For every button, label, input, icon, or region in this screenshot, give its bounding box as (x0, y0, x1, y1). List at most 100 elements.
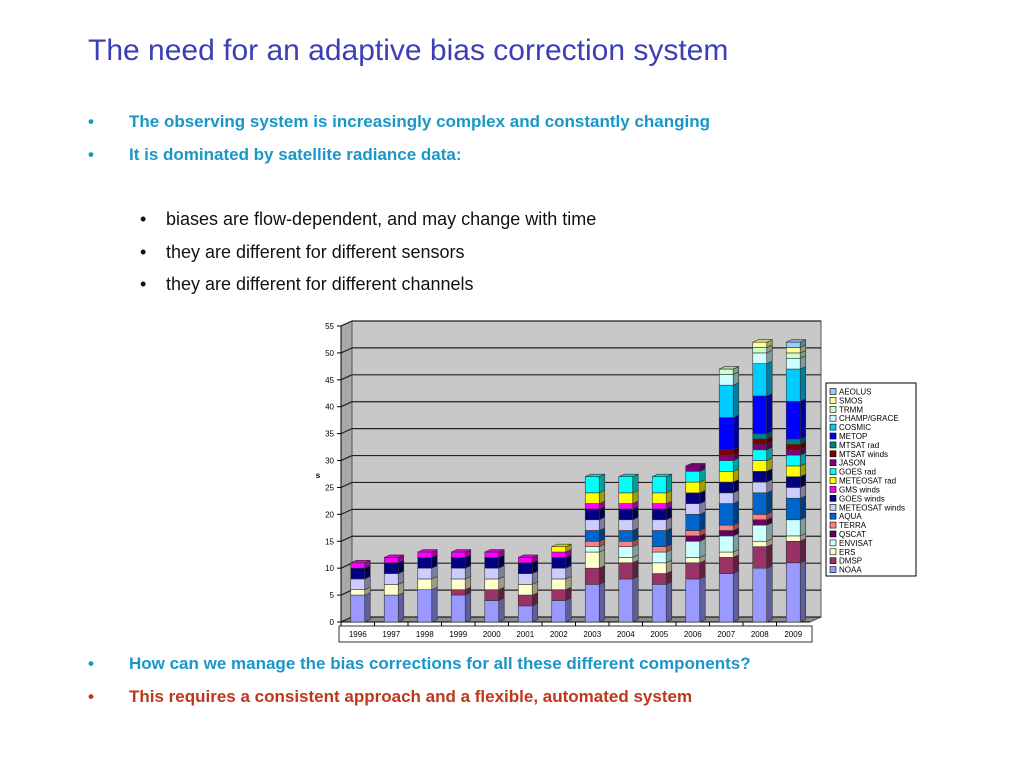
bar-segment (551, 578, 567, 591)
bar-segment (752, 540, 768, 547)
bar-segment (484, 557, 500, 569)
bar-segment (752, 460, 768, 472)
bar-segment-side (799, 495, 807, 521)
x-tick-label: 2003 (583, 630, 601, 639)
bar-segment (651, 573, 667, 585)
bar-segment (718, 471, 734, 483)
legend-swatch (829, 459, 837, 467)
bar-segment (517, 584, 533, 596)
bar-top (484, 549, 505, 553)
bar-segment (618, 492, 634, 504)
bar-segment-side (632, 575, 639, 623)
bar-segment (417, 551, 433, 558)
y-axis-label: s (316, 471, 321, 480)
legend-entry: TRMM (839, 405, 863, 414)
bar-segment (584, 540, 600, 547)
bar-segment (450, 567, 466, 580)
legend-entry: CHAMP/GRACE (839, 414, 899, 423)
bar-segment (785, 535, 801, 542)
bar-segment-side (464, 592, 472, 623)
bar-segment (785, 465, 801, 477)
gridline-depth (340, 535, 353, 542)
bar-segment (685, 540, 701, 558)
bar-segment (584, 546, 600, 553)
bar-segment-side (799, 366, 807, 402)
y-tick-label: 35 (325, 430, 334, 439)
bar-segment (785, 519, 801, 537)
y-tick-label: 0 (330, 618, 335, 627)
legend-entry: DMSP (839, 557, 862, 566)
bar-segment (383, 584, 399, 596)
bar-segment-side (766, 360, 773, 397)
bar-segment (517, 562, 533, 574)
bar-segment-side (598, 581, 606, 623)
bar-segment (718, 454, 734, 461)
bar-segment (651, 551, 667, 564)
legend-entry: NOAA (839, 566, 862, 575)
legend-swatch (829, 423, 837, 431)
bar-segment (685, 492, 701, 504)
bar-segment (584, 519, 600, 531)
bar-segment (618, 557, 634, 564)
y-tick-label: 15 (325, 537, 334, 546)
bar-segment (618, 508, 634, 521)
legend-entry: AEOLUS (839, 388, 871, 397)
legend-swatch (829, 539, 837, 547)
legend-entry: SMOS (839, 396, 863, 405)
bullet-glyph: • (88, 687, 94, 706)
bar-segment-side (699, 538, 706, 558)
bar-segment (618, 530, 634, 542)
bar-segment (350, 567, 366, 580)
bar-segment-side (766, 489, 773, 515)
bar-segment (517, 594, 533, 607)
bar-segment (383, 562, 399, 574)
bar-segment (752, 444, 768, 451)
bar-segment (685, 557, 701, 564)
bar-segment-side (665, 581, 673, 623)
bar-segment (718, 524, 734, 531)
bar-segment-side (799, 398, 807, 440)
bar-segment (651, 584, 667, 623)
y-tick-label: 25 (325, 483, 334, 492)
bar-segment (718, 368, 734, 375)
bar-segment (551, 589, 567, 601)
bar-segment (785, 454, 801, 467)
bar-segment (785, 562, 801, 623)
bar-top (451, 549, 471, 553)
bar-segment (752, 433, 768, 440)
bar-segment (651, 546, 667, 553)
x-tick-label: 2001 (516, 630, 534, 639)
bar-segment (484, 589, 500, 601)
bar-segment (785, 444, 801, 451)
x-tick-label: 1996 (349, 630, 367, 639)
y-tick-label: 30 (325, 457, 334, 466)
bar-segment (718, 492, 734, 504)
bar-segment (450, 578, 466, 591)
legend-swatch (829, 441, 837, 449)
gridline-depth (340, 589, 353, 596)
bar-segment (718, 503, 734, 526)
bar-segment-side (431, 586, 438, 623)
bar-segment (752, 514, 768, 521)
bar-top (350, 559, 371, 564)
legend-entry: GMS winds (839, 485, 880, 494)
bullet-glyph: • (140, 209, 147, 229)
legend-swatch (829, 406, 837, 413)
bar-segment (752, 519, 768, 526)
x-axis-label-box (338, 625, 813, 643)
bar-segment (752, 438, 768, 445)
x-tick-label: 2000 (483, 630, 501, 639)
y-tick-label: 45 (325, 376, 334, 385)
bar-segment (383, 573, 399, 585)
plot-side-wall (340, 320, 353, 623)
bar-segment (551, 546, 567, 553)
bar-segment (350, 589, 366, 596)
bar-segment (517, 573, 533, 585)
bar-segment (685, 562, 701, 580)
legend-entry: ERS (839, 548, 855, 557)
x-tick-label: 2005 (650, 630, 668, 639)
bar-segment-side (699, 511, 706, 531)
gridline-depth (340, 320, 353, 327)
legend-entry: METEOSAT rad (839, 477, 896, 486)
